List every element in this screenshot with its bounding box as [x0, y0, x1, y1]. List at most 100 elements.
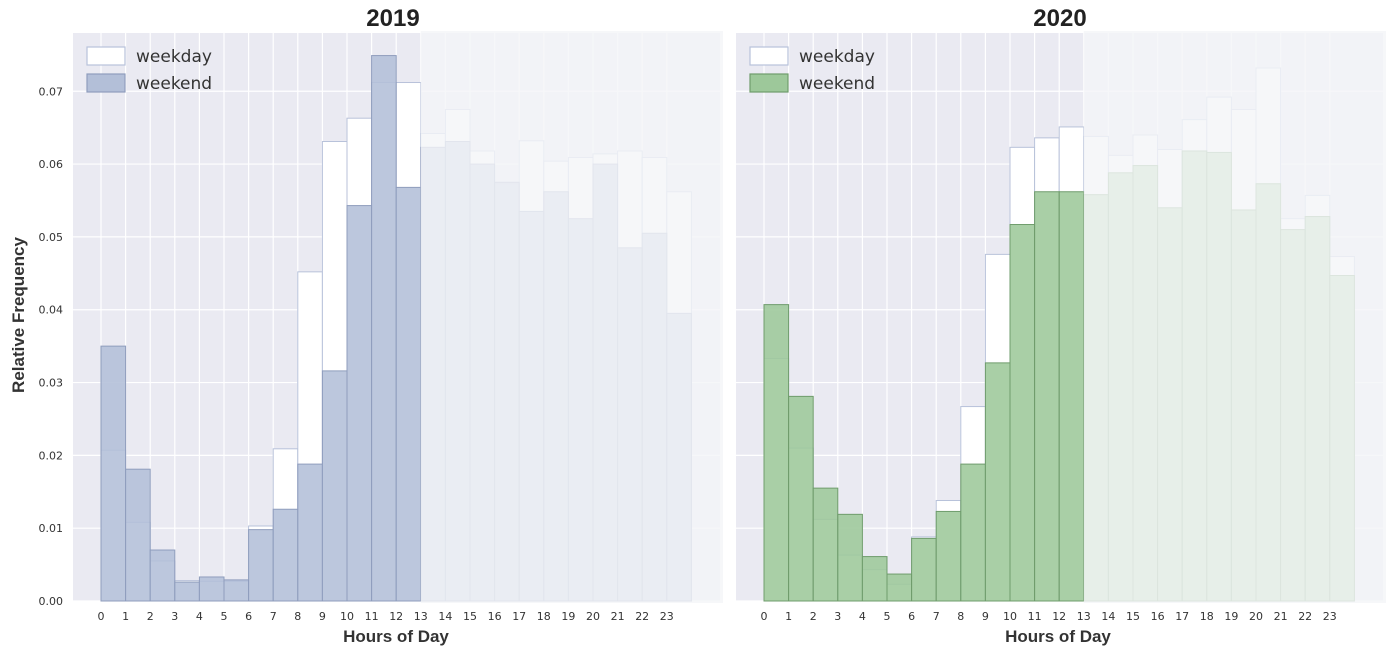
legend-label-weekend: weekend: [799, 74, 875, 94]
x-tick-label: 9: [319, 610, 326, 623]
x-tick-label: 1: [122, 610, 129, 623]
x-tick-label: 9: [982, 610, 989, 623]
x-tick-label: 6: [245, 610, 252, 623]
x-tick-label: 7: [270, 610, 277, 623]
x-tick-label: 15: [463, 610, 477, 623]
bar-weekend-hour-2: [812, 487, 839, 602]
x-tick-label: 8: [957, 610, 964, 623]
y-tick-label: 0.01: [39, 522, 64, 535]
x-tick-label: 18: [1200, 610, 1214, 623]
bar-weekend-hour-12: [395, 186, 422, 602]
bar-weekend-hour-9: [984, 362, 1011, 602]
legend-label-weekday: weekday: [136, 47, 212, 67]
x-tick-label: 22: [1298, 610, 1312, 623]
legend: weekday weekend: [749, 46, 875, 94]
bar-weekend-hour-3: [174, 581, 200, 602]
x-tick-label: 11: [1028, 610, 1042, 623]
x-axis-label-2020: Hours of Day: [1005, 627, 1111, 646]
x-tick-label: 3: [834, 610, 841, 623]
x-tick-label: 2: [147, 610, 154, 623]
legend-swatch-weekday: [749, 46, 789, 66]
x-tick-label: 14: [1101, 610, 1115, 623]
bar-weekend-hour-5: [223, 579, 250, 602]
x-tick-label: 20: [586, 610, 600, 623]
y-axis-label: Relative Frequency: [9, 237, 28, 393]
bar-weekend-hour-2: [149, 549, 176, 602]
bar-weekend-hour-8: [297, 463, 323, 602]
x-tick-label: 16: [488, 610, 502, 623]
x-tick-label: 6: [908, 610, 915, 623]
legend-label-weekday: weekday: [799, 47, 875, 67]
x-tick-label: 10: [1003, 610, 1017, 623]
fade-overlay-2020: [1083, 31, 1386, 603]
bar-weekend-hour-10: [1009, 224, 1036, 602]
x-tick-label: 23: [660, 610, 674, 623]
bar-weekend-hour-7: [272, 508, 299, 602]
x-tick-label: 20: [1249, 610, 1263, 623]
x-axis-label-2019: Hours of Day: [343, 627, 449, 646]
x-tick-label: 12: [389, 610, 403, 623]
bar-weekend-hour-6: [248, 529, 274, 602]
legend-swatch-weekday: [86, 46, 126, 66]
bar-weekend-hour-4: [198, 576, 225, 602]
bar-weekend-hour-6: [911, 537, 937, 602]
bar-weekend-hour-1: [788, 395, 814, 602]
x-tick-label: 13: [1077, 610, 1091, 623]
bar-weekend-hour-12: [1058, 191, 1085, 602]
chart-title-2019: 2019: [366, 5, 419, 32]
x-tick-label: 4: [859, 610, 866, 623]
bar-weekend-hour-5: [886, 573, 913, 602]
x-tick-label: 21: [1274, 610, 1288, 623]
x-tick-label: 8: [294, 610, 301, 623]
y-tick-label: 0.02: [39, 449, 64, 462]
x-tick-label: 16: [1151, 610, 1165, 623]
bar-weekend-hour-0: [100, 345, 127, 602]
x-tick-label: 18: [537, 610, 551, 623]
y-tick-label: 0.03: [39, 377, 64, 390]
x-tick-label: 17: [512, 610, 526, 623]
x-tick-label: 0: [98, 610, 105, 623]
y-tick-label: 0.05: [39, 231, 64, 244]
bar-weekend-hour-4: [861, 556, 888, 602]
legend-swatch-weekend: [749, 73, 789, 93]
x-tick-label: 14: [438, 610, 452, 623]
legend-swatch-weekend: [86, 73, 126, 93]
y-tick-label: 0.00: [39, 595, 64, 608]
x-tick-label: 1: [785, 610, 792, 623]
bar-weekend-hour-7: [935, 510, 962, 602]
x-tick-label: 2: [810, 610, 817, 623]
y-tick-label: 0.07: [39, 85, 64, 98]
x-tick-label: 12: [1052, 610, 1066, 623]
legend-label-weekend: weekend: [136, 74, 212, 94]
legend: weekday weekend: [86, 46, 212, 94]
x-tick-label: 11: [365, 610, 379, 623]
x-tick-label: 13: [414, 610, 428, 623]
y-tick-label: 0.06: [39, 158, 64, 171]
x-tick-label: 15: [1126, 610, 1140, 623]
x-tick-label: 7: [933, 610, 940, 623]
x-tick-label: 3: [171, 610, 178, 623]
x-tick-label: 5: [221, 610, 228, 623]
x-tick-label: 19: [561, 610, 575, 623]
x-tick-label: 22: [635, 610, 649, 623]
x-tick-label: 10: [340, 610, 354, 623]
x-tick-label: 0: [761, 610, 768, 623]
x-tick-label: 19: [1224, 610, 1238, 623]
bar-weekend-hour-11: [1034, 191, 1060, 602]
bar-weekend-hour-10: [346, 205, 373, 602]
x-tick-label: 5: [884, 610, 891, 623]
x-tick-label: 21: [611, 610, 625, 623]
bar-weekend-hour-3: [837, 513, 863, 602]
bar-weekend-hour-8: [960, 463, 986, 602]
x-tick-label: 4: [196, 610, 203, 623]
fade-overlay-2019: [420, 31, 723, 603]
bar-weekend-hour-9: [321, 370, 348, 602]
chart-title-2020: 2020: [1033, 5, 1086, 32]
y-tick-label: 0.04: [39, 304, 64, 317]
bar-weekend-hour-11: [371, 55, 397, 602]
bar-weekend-hour-0: [763, 304, 790, 602]
bar-weekend-hour-1: [125, 468, 151, 602]
x-tick-label: 23: [1323, 610, 1337, 623]
x-tick-label: 17: [1175, 610, 1189, 623]
